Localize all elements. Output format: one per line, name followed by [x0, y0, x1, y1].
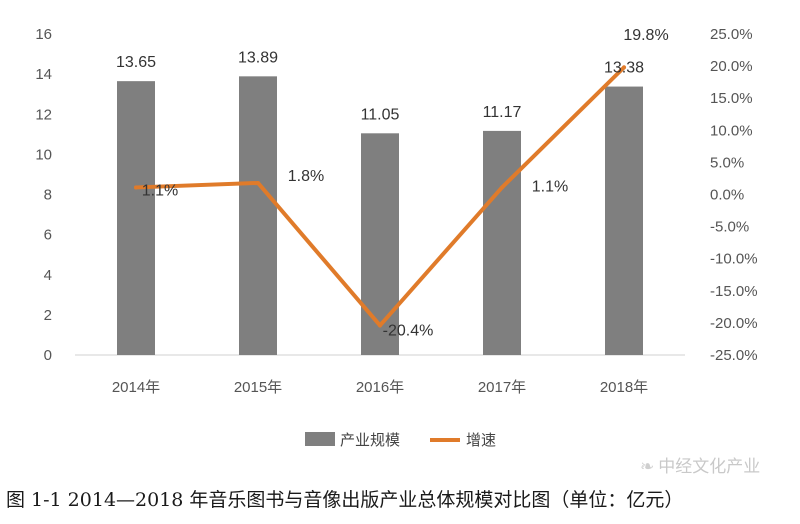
legend-label-bar: 产业规模	[340, 431, 400, 449]
bar-value-label: 11.17	[483, 104, 522, 121]
y-left-tick-label: 4	[44, 267, 52, 284]
bar-value-label: 13.89	[238, 49, 278, 66]
bar-value-label: 13.38	[604, 60, 644, 77]
x-tick-label: 2018年	[600, 379, 648, 396]
y-right-tick-label: -20.0%	[710, 315, 758, 332]
bar	[605, 86, 643, 355]
x-tick-label: 2014年	[112, 379, 160, 396]
y-right-tick-label: 20.0%	[710, 58, 753, 75]
line-series	[134, 65, 626, 328]
line-point	[256, 180, 260, 185]
line-value-label: 1.1%	[532, 178, 568, 195]
bar	[361, 133, 399, 355]
line-point	[622, 65, 626, 70]
line-point	[378, 323, 382, 328]
line-point	[500, 185, 504, 190]
x-tick-label: 2015年	[234, 379, 282, 396]
bar	[239, 76, 277, 355]
bar-value-label: 11.05	[361, 106, 400, 123]
chart-axes: 0 2 4 6 8 10 12 14 16 -25.0% -20.0% -15.0% -10.0% -5.…	[35, 26, 757, 396]
line-value-label: 1.8%	[288, 168, 324, 185]
y-left-tick-label: 10	[35, 146, 52, 163]
y-left-tick-label: 16	[35, 26, 52, 43]
bar-series	[117, 76, 643, 355]
y-right-tick-label: -15.0%	[710, 283, 758, 300]
y-left-tick-label: 0	[44, 347, 52, 364]
y-right-tick-label: -25.0%	[710, 347, 758, 364]
y-left-tick-label: 12	[35, 106, 52, 123]
watermark: ❧ 中经文化产业	[640, 452, 760, 477]
y-left-tick-label: 14	[35, 66, 52, 83]
y-right-tick-label: -5.0%	[710, 219, 749, 236]
wechat-icon: ❧	[640, 457, 655, 477]
figure-caption: 图 1-1 2014—2018 年音乐图书与音像出版产业总体规模对比图（单位：亿…	[6, 489, 684, 511]
bar	[117, 81, 155, 355]
y-left-tick-label: 2	[44, 307, 52, 324]
bar	[483, 130, 521, 355]
line-value-label: 19.8%	[623, 27, 668, 44]
x-tick-label: 2017年	[478, 379, 526, 396]
line-value-label: -20.4%	[383, 322, 434, 339]
data-labels: 13.65 13.89 11.05 11.17 13.38 1.1% 1.8% -20.4% 1…	[116, 27, 669, 339]
legend: 产业规模 增速	[305, 431, 496, 449]
y-right-tick-label: 5.0%	[710, 154, 744, 171]
legend-label-line: 增速	[466, 431, 496, 449]
y-left-tick-label: 8	[44, 187, 52, 204]
x-tick-label: 2016年	[356, 379, 404, 396]
watermark-text: 中经文化产业	[658, 457, 761, 477]
legend-swatch-bar	[305, 432, 335, 446]
bar-value-label: 13.65	[116, 54, 156, 71]
line-point	[134, 185, 138, 190]
y-right-tick-label: 25.0%	[710, 26, 753, 43]
y-right-tick-label: 15.0%	[710, 90, 753, 107]
line-value-label: 1.1%	[142, 182, 178, 199]
y-right-tick-label: -10.0%	[710, 251, 758, 268]
y-right-tick-label: 10.0%	[710, 122, 753, 139]
y-left-tick-label: 6	[44, 227, 52, 244]
y-right-tick-label: 0.0%	[710, 187, 744, 204]
